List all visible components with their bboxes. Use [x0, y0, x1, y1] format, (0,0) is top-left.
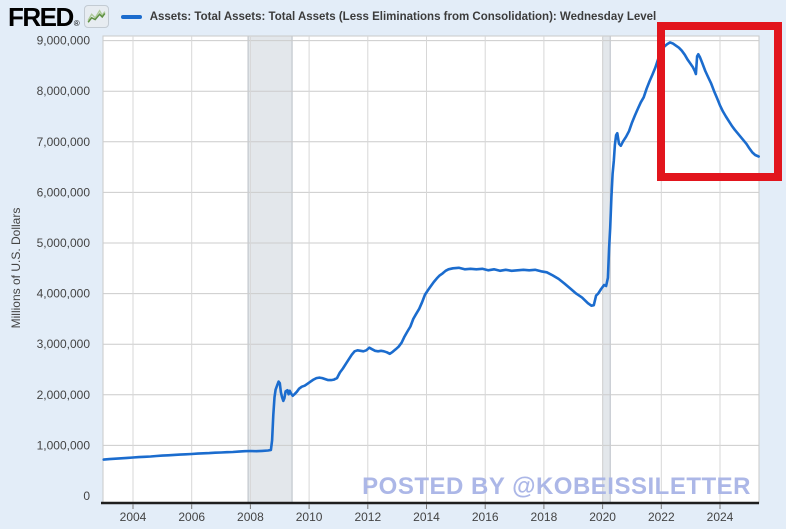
y-tick-label: 2,000,000 — [37, 388, 91, 402]
x-tick-label: 2018 — [531, 510, 558, 524]
y-tick-label: 9,000,000 — [37, 34, 91, 48]
y-tick-label: 5,000,000 — [37, 236, 91, 250]
watermark-text: POSTED BY @KOBEISSILETTER — [362, 473, 751, 500]
x-tick-label: 2024 — [707, 510, 734, 524]
x-tick-label: 2014 — [413, 510, 440, 524]
y-tick-label: 8,000,000 — [37, 84, 91, 98]
y-tick-label: 4,000,000 — [37, 287, 91, 301]
fred-logo: FRED ® — [8, 2, 109, 32]
y-tick-label: 0 — [83, 489, 90, 503]
fred-sparkline-icon — [83, 5, 109, 28]
y-axis-title: Millions of U.S. Dollars — [9, 207, 23, 329]
x-tick-label: 2010 — [296, 510, 323, 524]
registered-trademark: ® — [73, 19, 80, 28]
series-legend-swatch — [120, 15, 142, 19]
y-tick-label: 6,000,000 — [37, 185, 91, 199]
fred-logo-text: FRED — [8, 2, 74, 32]
chart-header: FRED ® Assets: Total Assets: Total Asset… — [0, 0, 786, 34]
x-tick-label: 2012 — [354, 510, 381, 524]
x-tick-label: 2004 — [120, 510, 147, 524]
y-tick-label: 3,000,000 — [37, 337, 91, 351]
plot-background — [102, 35, 760, 504]
y-tick-label: 7,000,000 — [37, 135, 91, 149]
series-line — [102, 41, 760, 461]
x-tick-label: 2020 — [589, 510, 616, 524]
recession-band — [248, 36, 293, 503]
series-legend: Assets: Total Assets: Total Assets (Less… — [120, 11, 657, 23]
y-tick-label: 1,000,000 — [37, 438, 91, 452]
x-tick-label: 2006 — [178, 510, 205, 524]
series-legend-label: Assets: Total Assets: Total Assets (Less… — [149, 11, 657, 23]
x-tick-label: 2022 — [648, 510, 675, 524]
highlight-annotation-box — [657, 22, 782, 181]
x-tick-label: 2016 — [472, 510, 499, 524]
x-tick-label: 2008 — [237, 510, 264, 524]
recession-band — [602, 36, 611, 503]
